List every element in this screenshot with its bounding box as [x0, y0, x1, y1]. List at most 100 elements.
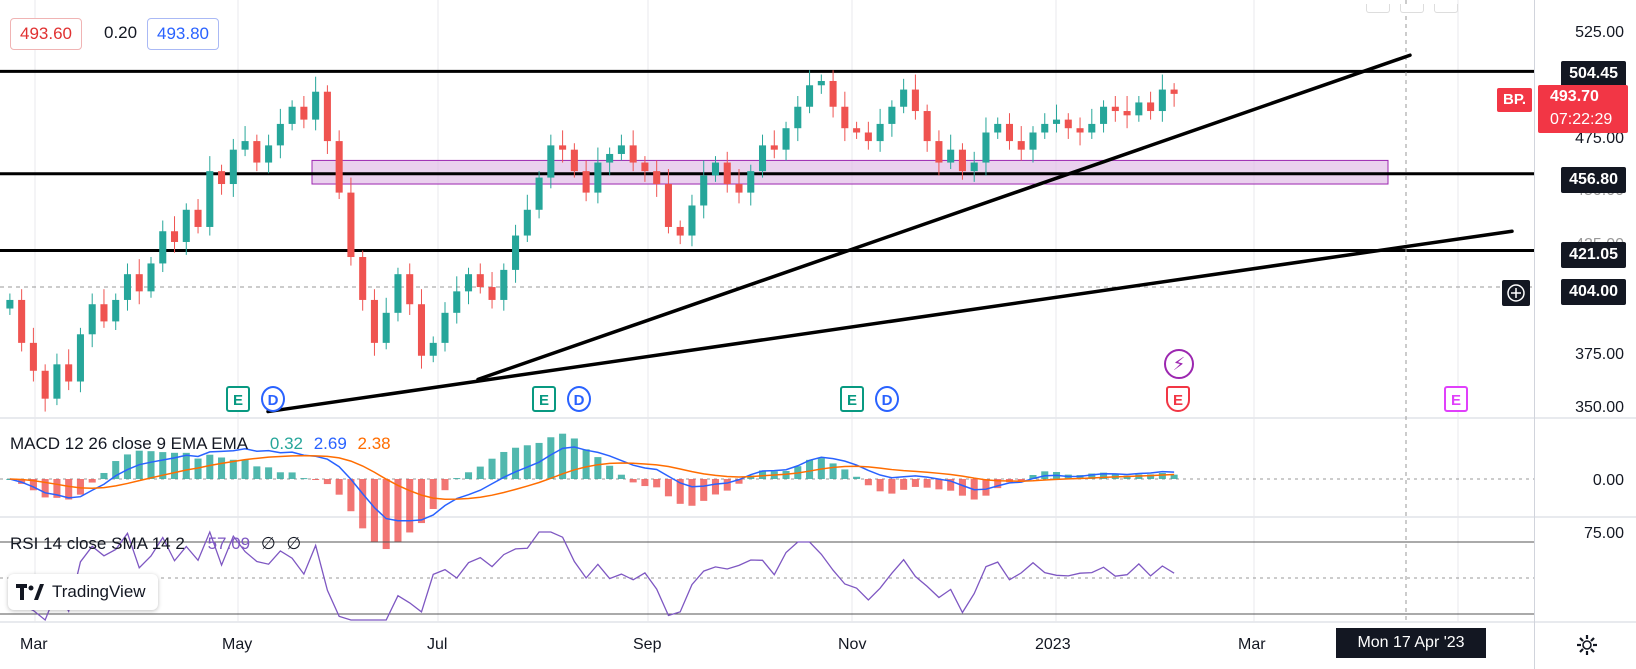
macd-histogram-bar: [888, 479, 896, 494]
earnings-marker-upcoming[interactable]: E: [1444, 386, 1468, 412]
rsi-title: RSI 14 close SMA 14 2: [10, 534, 185, 553]
macd-histogram-bar: [288, 472, 296, 479]
macd-signal-line: [9, 455, 1175, 500]
restore-icon[interactable]: [1400, 4, 1424, 13]
candle-body: [1076, 128, 1084, 133]
price-tick: 375.00: [1575, 346, 1624, 363]
macd-histogram-bar: [159, 452, 167, 479]
dividend-marker[interactable]: D: [567, 386, 591, 412]
level-label-504[interactable]: 504.45: [1561, 61, 1626, 87]
macd-histogram-bar: [806, 459, 814, 479]
candle-body: [829, 80, 837, 107]
candle-body: [817, 80, 825, 86]
candle-body: [1158, 89, 1166, 112]
window-controls: [1356, 0, 1458, 13]
candle-body: [606, 153, 614, 163]
time-label: Jul: [427, 636, 448, 653]
candle-body: [441, 312, 449, 343]
candle-body: [123, 274, 132, 300]
candle-body: [841, 106, 849, 129]
earnings-marker[interactable]: E: [226, 386, 250, 412]
earnings-marker[interactable]: E: [532, 386, 556, 412]
macd-histogram-bar: [453, 478, 461, 480]
level-label-421[interactable]: 421.05: [1561, 242, 1626, 268]
macd-histogram-bar: [1100, 472, 1108, 479]
tradingview-logo-icon: [16, 584, 44, 600]
level-label-456[interactable]: 456.80: [1561, 167, 1626, 193]
macd-histogram-bar: [476, 466, 484, 479]
candle-body: [265, 145, 273, 163]
rsi-axis-tick: 75.00: [1583, 525, 1624, 542]
macd-legend[interactable]: MACD 12 26 close 9 EMA EMA 0.32 2.69 2.3…: [10, 434, 391, 454]
candle-body: [758, 145, 767, 172]
dividend-marker[interactable]: D: [261, 386, 285, 412]
macd-histogram-bar: [441, 479, 449, 491]
candle-body: [182, 209, 190, 242]
macd-histogram-bar: [1147, 474, 1155, 479]
candle-body: [888, 106, 896, 124]
macd-histogram-bar: [911, 479, 919, 487]
resistance-zone: [311, 159, 1389, 185]
time-label: Sep: [633, 636, 662, 653]
macd-histogram-bar: [935, 479, 943, 490]
macd-histogram-bar: [218, 457, 226, 479]
spread-value: 0.20: [100, 18, 142, 48]
candle-body: [958, 149, 966, 172]
macd-histogram-bar: [547, 437, 555, 479]
macd-histogram-bar: [123, 454, 132, 479]
current-price: 493.70: [1550, 88, 1599, 105]
menu-icon[interactable]: [1434, 4, 1458, 13]
candle-body: [394, 274, 402, 313]
candle-body: [429, 342, 437, 356]
gear-icon[interactable]: [1576, 634, 1598, 661]
minimize-icon[interactable]: [1366, 4, 1390, 13]
add-alert-button[interactable]: [1502, 280, 1530, 306]
candle-body: [241, 141, 249, 150]
candle-body: [700, 175, 708, 206]
candle-body: [923, 111, 931, 142]
macd-histogram-bar: [370, 479, 378, 542]
macd-axis-tick: 0.00: [1592, 472, 1624, 489]
rsi-value: 57.09: [207, 534, 251, 553]
macd-histogram-bar: [664, 479, 672, 497]
candle-body: [335, 141, 343, 193]
candle-body: [570, 149, 578, 172]
candle-body: [1135, 102, 1143, 116]
tradingview-logo[interactable]: TradingView: [8, 574, 158, 610]
time-label: Mar: [20, 636, 48, 653]
earnings-marker-future[interactable]: E: [1166, 386, 1190, 412]
macd-histogram-bar: [512, 447, 520, 479]
crosshair-date-label: Mon 17 Apr '23: [1336, 628, 1486, 658]
macd-histogram-bar: [947, 479, 955, 491]
macd-histogram-bar: [688, 479, 696, 506]
macd-histogram-bar: [711, 479, 720, 495]
earnings-marker[interactable]: E: [840, 386, 864, 412]
macd-histogram-bar: [88, 479, 96, 483]
macd-histogram-bar: [864, 479, 872, 486]
candle-body: [711, 162, 720, 176]
macd-histogram-bar: [1123, 475, 1131, 479]
macd-histogram-bar: [406, 479, 414, 533]
candle-body: [323, 91, 331, 142]
macd-histogram-bar: [335, 479, 343, 495]
candle-body: [653, 171, 661, 185]
candle-body: [135, 274, 143, 292]
dividend-marker[interactable]: D: [875, 386, 899, 412]
candle-body: [1052, 119, 1061, 124]
lightning-icon[interactable]: ⚡: [1164, 349, 1194, 379]
candle-body: [617, 145, 625, 154]
candle-body: [535, 177, 543, 210]
macd-title: MACD 12 26 close 9 EMA EMA: [10, 434, 248, 453]
candle-body: [276, 123, 284, 146]
macd-histogram-bar: [359, 479, 367, 529]
time-label: May: [222, 636, 253, 653]
bid-price[interactable]: 493.60: [10, 18, 82, 50]
rsi-legend[interactable]: RSI 14 close SMA 14 2 57.09 ∅ ∅: [10, 534, 301, 554]
candle-body: [488, 287, 496, 300]
ask-price[interactable]: 493.80: [147, 18, 219, 50]
macd-histogram-bar: [276, 472, 284, 479]
macd-histogram-bar: [76, 479, 84, 495]
candle-body: [206, 171, 214, 227]
macd-histogram-bar: [876, 479, 884, 492]
